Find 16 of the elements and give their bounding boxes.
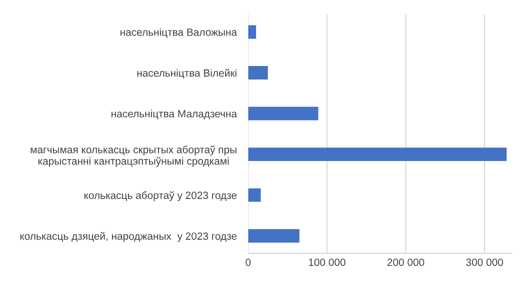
y-tick-label: насельніцтва Вілейкі <box>137 68 236 79</box>
bar <box>248 66 268 80</box>
x-tick-label: 300 000 <box>466 258 503 266</box>
bar <box>248 25 256 39</box>
bar <box>248 188 261 202</box>
y-tick-label: колькасць дзяцей, народжаных у 2023 годзе <box>20 232 237 242</box>
bar <box>248 229 300 243</box>
y-tick-label: колькасць абортаў у 2023 годзе <box>84 191 237 202</box>
y-tick-label: насельніцтва Валожына <box>120 28 238 38</box>
bar <box>248 106 318 120</box>
bar <box>248 148 507 162</box>
x-tick-label: 0 <box>246 258 251 266</box>
y-tick-label: насельніцтва Маладзечна <box>112 110 238 120</box>
y-tick-label: магчымая колькасць скрытых абортаў пры карыстанні кантрацэптыўнымі сродкамі <box>30 145 236 167</box>
x-tick-label: 100 000 <box>308 258 346 266</box>
x-tick-label: 200 000 <box>387 258 424 266</box>
